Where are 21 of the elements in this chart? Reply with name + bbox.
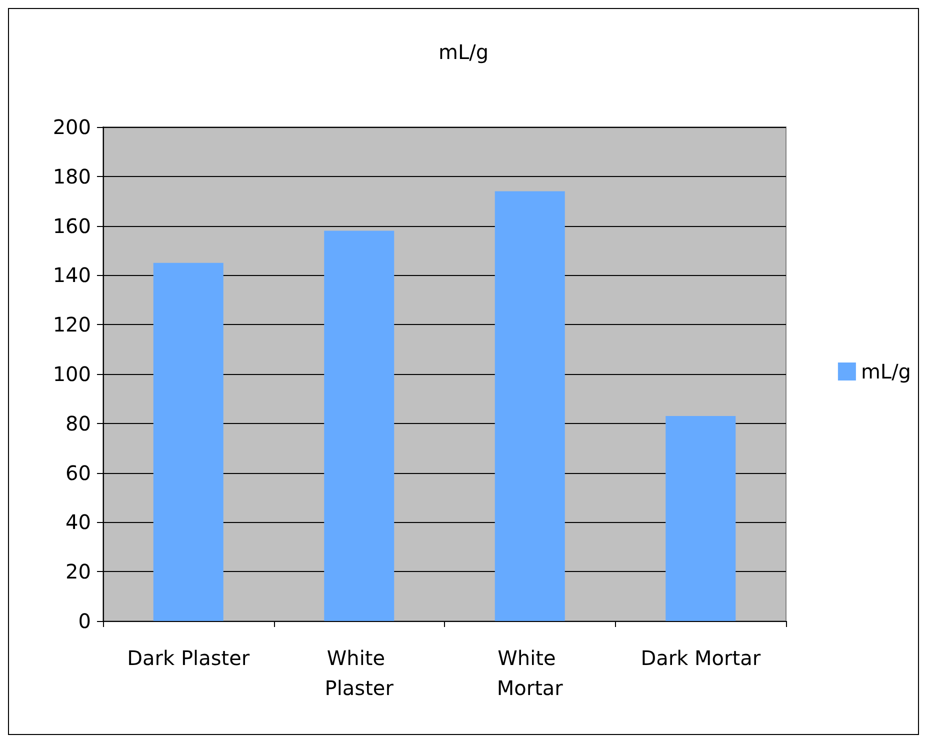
y-tick-label: 0 (78, 609, 91, 633)
legend-label: mL/g (860, 360, 912, 384)
x-tick-label: Dark Plaster (127, 646, 250, 670)
y-tick-label: 200 (52, 115, 91, 139)
x-tick-label: Dark Mortar (640, 646, 762, 670)
x-tick-label: White Mortar (496, 646, 564, 700)
y-tick-label: 20 (66, 560, 91, 584)
chart-title: mL/g (438, 40, 489, 64)
y-tick-label: 140 (52, 263, 91, 288)
x-tick-label: White Plaster (324, 646, 394, 700)
y-tick-label: 80 (66, 411, 91, 436)
y-tick-label: 40 (66, 510, 91, 534)
bar (494, 191, 565, 621)
bar (153, 262, 224, 621)
bar (666, 416, 736, 621)
y-tick-label: 160 (52, 214, 91, 238)
bar (324, 230, 394, 621)
y-tick-label: 180 (52, 164, 91, 188)
y-tick-label: 120 (52, 312, 91, 337)
y-tick-label: 100 (52, 362, 91, 386)
y-tick-label: 60 (66, 460, 91, 485)
